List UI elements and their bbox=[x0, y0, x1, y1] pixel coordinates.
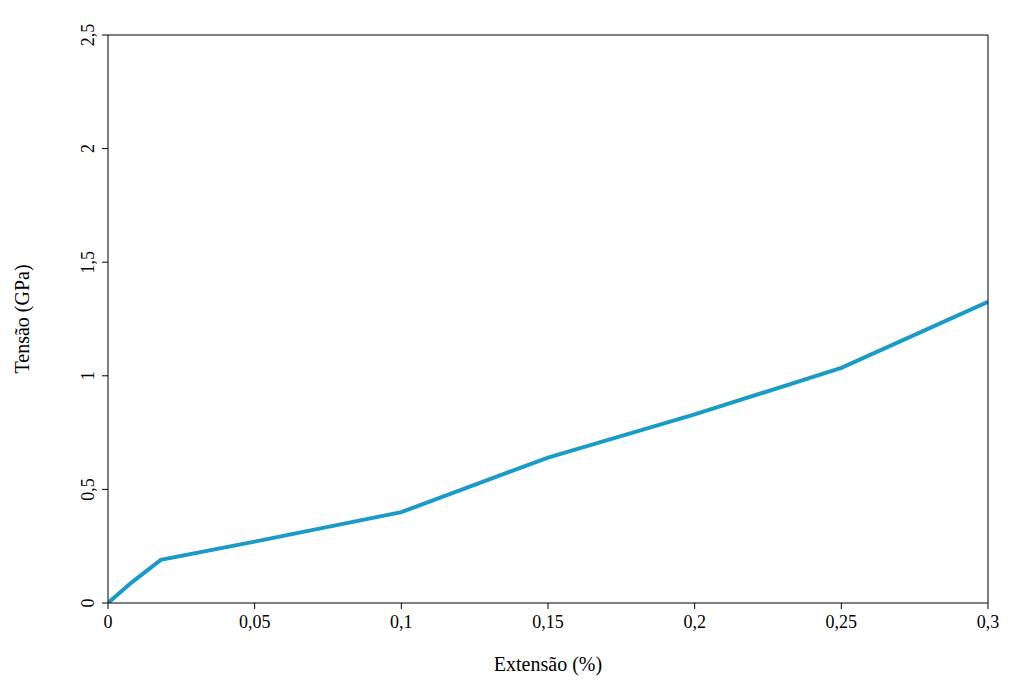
svg-text:2,5: 2,5 bbox=[78, 24, 98, 47]
svg-text:0,05: 0,05 bbox=[239, 612, 271, 632]
svg-text:2: 2 bbox=[78, 144, 98, 153]
svg-text:Extensão (%): Extensão (%) bbox=[494, 653, 602, 676]
svg-text:0,1: 0,1 bbox=[390, 612, 413, 632]
svg-text:0: 0 bbox=[78, 599, 98, 608]
svg-text:1: 1 bbox=[78, 371, 98, 380]
svg-text:0,15: 0,15 bbox=[532, 612, 564, 632]
svg-text:0,3: 0,3 bbox=[977, 612, 1000, 632]
svg-text:0: 0 bbox=[104, 612, 113, 632]
svg-text:0,5: 0,5 bbox=[78, 478, 98, 501]
svg-text:Tensão (GPa): Tensão (GPa) bbox=[11, 264, 34, 373]
svg-text:0,25: 0,25 bbox=[826, 612, 858, 632]
svg-text:1,5: 1,5 bbox=[78, 251, 98, 274]
svg-text:0,2: 0,2 bbox=[683, 612, 706, 632]
